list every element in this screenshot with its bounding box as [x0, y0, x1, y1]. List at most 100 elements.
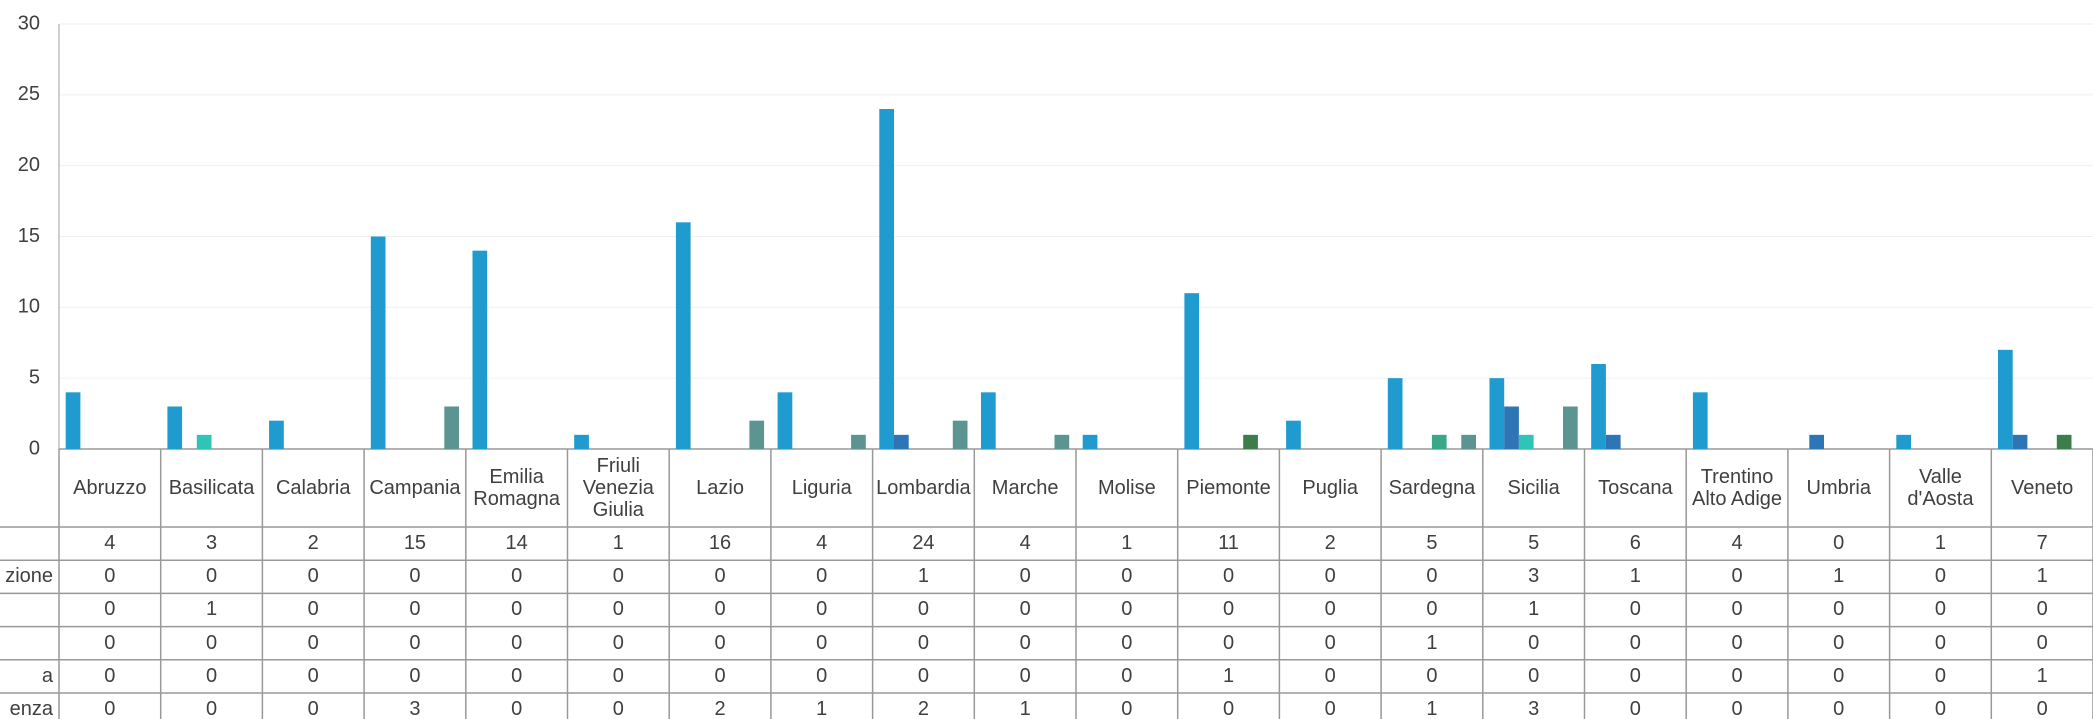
table-cell: 1 — [1222, 664, 1235, 687]
table-cell: 0 — [1121, 565, 1133, 588]
bar — [981, 392, 996, 449]
table-cell: 0 — [511, 664, 523, 687]
bar — [1082, 434, 1098, 449]
table-cell: 0 — [917, 631, 929, 654]
y-tick-label: 20 — [18, 154, 40, 176]
bar — [1896, 434, 1911, 449]
bar — [1591, 364, 1606, 449]
x-tick-label: Sardegna — [1388, 477, 1476, 499]
table-cell: 0 — [1629, 598, 1641, 621]
bar — [1286, 420, 1301, 449]
table-cell: 0 — [1324, 664, 1336, 687]
bar — [675, 222, 691, 449]
table-cell: 0 — [409, 565, 421, 588]
table-cell: 0 — [1934, 565, 1946, 588]
table-cell: 0 — [816, 598, 828, 621]
table-cell: 0 — [816, 565, 828, 588]
table-cell: 0 — [307, 598, 319, 621]
table-cell: 0 — [1222, 598, 1235, 621]
table-cell: 1 — [205, 598, 218, 621]
table-cell: 1 — [1019, 698, 1031, 719]
table-cell: 0 — [1121, 631, 1133, 654]
table-cell: 0 — [104, 698, 116, 719]
table-cell: 2 — [1324, 532, 1336, 554]
table-cell: 0 — [1833, 631, 1845, 654]
y-tick-label: 5 — [29, 366, 40, 388]
x-tick-label: Campania — [369, 477, 461, 499]
x-tick-label: Puglia — [1302, 477, 1359, 499]
bar — [1489, 378, 1505, 449]
table-cell: 4 — [1019, 532, 1031, 554]
table-cell: 0 — [714, 664, 726, 687]
table-cell: 0 — [1324, 698, 1336, 719]
table-cell: 0 — [1731, 565, 1743, 588]
table-cell: 5 — [1528, 532, 1540, 554]
bar — [167, 406, 183, 449]
table-cell: 0 — [1731, 598, 1743, 621]
bar — [2012, 434, 2028, 449]
table-cell: 0 — [1629, 664, 1641, 687]
y-tick-label: 10 — [18, 296, 40, 318]
table-cell: 0 — [1528, 631, 1540, 654]
x-tick-label: Marche — [991, 477, 1059, 499]
bar — [1563, 406, 1578, 449]
table-cell: 0 — [1426, 664, 1438, 687]
table-cell: 0 — [307, 664, 319, 687]
bar — [1518, 434, 1534, 449]
table-cell: 4 — [1731, 532, 1743, 554]
table-cell: 0 — [205, 565, 218, 588]
bar — [1504, 406, 1519, 449]
table-cell: 0 — [816, 631, 828, 654]
table-cell: 2 — [307, 532, 319, 554]
table-cell: 0 — [1426, 598, 1438, 621]
table-cell: 0 — [511, 698, 523, 719]
bar — [1054, 434, 1070, 449]
table-cell: 0 — [104, 631, 116, 654]
bar — [879, 109, 894, 449]
table-cell: 14 — [505, 532, 528, 554]
bar — [952, 420, 968, 449]
table-cell: 4 — [816, 532, 828, 554]
table-cell: 1 — [612, 532, 624, 554]
table-cell: 0 — [612, 664, 624, 687]
x-tick-label: Abruzzo — [73, 477, 147, 499]
series-label: a — [41, 664, 53, 687]
bar — [1461, 434, 1476, 449]
bar — [894, 434, 909, 449]
table-cell: 0 — [1528, 664, 1540, 687]
bar — [1184, 293, 1200, 449]
table-cell: 0 — [511, 631, 523, 654]
table-cell: 0 — [714, 565, 726, 588]
bar — [1431, 434, 1447, 449]
bar — [1605, 434, 1621, 449]
table-cell: 0 — [104, 565, 116, 588]
table-cell: 0 — [1222, 631, 1235, 654]
bar — [370, 236, 386, 449]
table-cell: 0 — [1629, 698, 1641, 719]
table-cell: 0 — [1731, 698, 1743, 719]
x-tick-label: Veneto — [2010, 477, 2074, 499]
x-tick-label: Valle d'Aosta — [1907, 466, 1974, 510]
x-tick-label: Trentino Alto Adige — [1691, 466, 1783, 510]
x-tick-label: Friuli Venezia Giulia — [582, 455, 654, 521]
table-cell: 0 — [205, 664, 218, 687]
table-cell: 3 — [1528, 698, 1540, 719]
table-cell: 1 — [1629, 565, 1641, 588]
table-cell: 0 — [1019, 664, 1031, 687]
series-label: enza — [9, 698, 53, 719]
table-cell: 0 — [1833, 664, 1845, 687]
x-tick-label: Lazio — [696, 477, 744, 499]
table-cell: 0 — [1934, 698, 1946, 719]
table-cell: 0 — [1324, 598, 1336, 621]
table-cell: 0 — [1324, 565, 1336, 588]
table-cell: 0 — [1426, 565, 1438, 588]
table-cell: 1 — [1934, 532, 1946, 554]
table-cell: 0 — [205, 698, 218, 719]
table-cell: 1 — [1426, 631, 1438, 654]
table-cell: 0 — [104, 664, 116, 687]
x-tick-label: Piemonte — [1186, 477, 1271, 499]
x-tick-label: Calabria — [275, 477, 351, 499]
bar — [1243, 434, 1258, 449]
bar — [1692, 392, 1708, 449]
